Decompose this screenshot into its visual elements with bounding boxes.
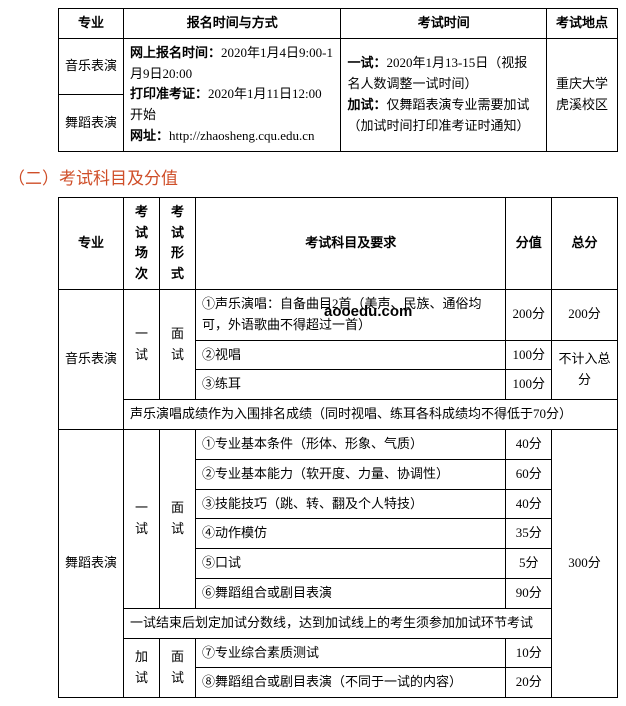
session: 一试 [124,289,160,399]
score: 200分 [506,289,552,340]
score: 90分 [506,578,552,608]
col-subject: 考试科目及要求 [196,197,506,289]
col-major: 专业 [59,9,124,39]
subject: ①专业基本条件（形体、形象、气质） [196,429,506,459]
score: 5分 [506,549,552,579]
col-form: 考试形式 [160,197,196,289]
subject: ②视唱 [196,340,506,370]
table-header-row: 专业 考试场次 考试形式 考试科目及要求 分值 总分 [59,197,618,289]
print-label: 打印准考证： [130,86,208,101]
col-major: 专业 [59,197,124,289]
score: 100分 [506,340,552,370]
major-music: 音乐表演 [59,38,124,94]
table-header-row: 专业 报名时间与方式 考试时间 考试地点 [59,9,618,39]
subject: ④动作模仿 [196,519,506,549]
table-row: 一试结束后划定加试分数线，达到加试线上的考生须参加加试环节考试 [59,608,618,638]
section-title: （二）考试科目及分值 [8,164,618,189]
table-row: 音乐表演 一试 面试 ①声乐演唱：自备曲目2首（美声、民族、通俗均可，外语歌曲不… [59,289,618,340]
col-examtime: 考试时间 [341,9,547,39]
music-note: 声乐演唱成绩作为入围排名成绩（同时视唱、练耳各科成绩均不得低于70分） [124,400,618,430]
subject: ②专业基本能力（软开度、力量、协调性） [196,459,506,489]
form: 面试 [160,638,196,698]
subjects-table: 专业 考试场次 考试形式 考试科目及要求 分值 总分 音乐表演 一试 面试 ①声… [58,197,618,698]
reg-url: http://zhaosheng.cqu.edu.cn [169,128,315,143]
session: 一试 [124,429,160,608]
score: 40分 [506,429,552,459]
table-row: 舞蹈表演 一试 面试 ①专业基本条件（形体、形象、气质） 40分 300分 [59,429,618,459]
score: 35分 [506,519,552,549]
subject: ⑤口试 [196,549,506,579]
table-row: 音乐表演 网上报名时间：2020年1月4日9:00-1月9日20:00 打印准考… [59,38,618,94]
session: 加试 [124,638,160,698]
col-regtime: 报名时间与方式 [124,9,341,39]
score: 40分 [506,489,552,519]
major-dance: 舞蹈表演 [59,95,124,152]
col-session: 考试场次 [124,197,160,289]
location-cell: 重庆大学虎溪校区 [547,38,618,151]
major-dance: 舞蹈表演 [59,429,124,697]
form: 面试 [160,429,196,608]
score: 20分 [506,668,552,698]
table-row: 加试 面试 ⑦专业综合素质测试 10分 [59,638,618,668]
score: 10分 [506,638,552,668]
major-music: 音乐表演 [59,289,124,429]
exam1-label: 一试： [347,55,386,70]
col-location: 考试地点 [547,9,618,39]
extra-label: 加试： [347,97,386,112]
score: 100分 [506,370,552,400]
dance-total: 300分 [551,429,617,697]
subject: ③技能技巧（跳、转、翻及个人特技） [196,489,506,519]
total-note: 不计入总分 [551,340,617,400]
registration-cell: 网上报名时间：2020年1月4日9:00-1月9日20:00 打印准考证：202… [124,38,341,151]
registration-table: 专业 报名时间与方式 考试时间 考试地点 音乐表演 网上报名时间：2020年1月… [58,8,618,152]
subject: ⑧舞蹈组合或剧目表演（不同于一试的内容） [196,668,506,698]
table-row: 声乐演唱成绩作为入围排名成绩（同时视唱、练耳各科成绩均不得低于70分） [59,400,618,430]
examtime-cell: 一试：2020年1月13-15日（视报名人数调整一试时间） 加试：仅舞蹈表演专业… [341,38,547,151]
col-score: 分值 [506,197,552,289]
reg-label: 网上报名时间： [130,45,221,60]
dance-mid-note: 一试结束后划定加试分数线，达到加试线上的考生须参加加试环节考试 [124,608,552,638]
col-total: 总分 [551,197,617,289]
subject: ③练耳 [196,370,506,400]
form: 面试 [160,289,196,399]
subject: ⑥舞蹈组合或剧目表演 [196,578,506,608]
subject: ⑦专业综合素质测试 [196,638,506,668]
score: 60分 [506,459,552,489]
subject: ①声乐演唱：自备曲目2首（美声、民族、通俗均可，外语歌曲不得超过一首） [196,289,506,340]
total: 200分 [551,289,617,340]
url-label: 网址： [130,128,169,143]
